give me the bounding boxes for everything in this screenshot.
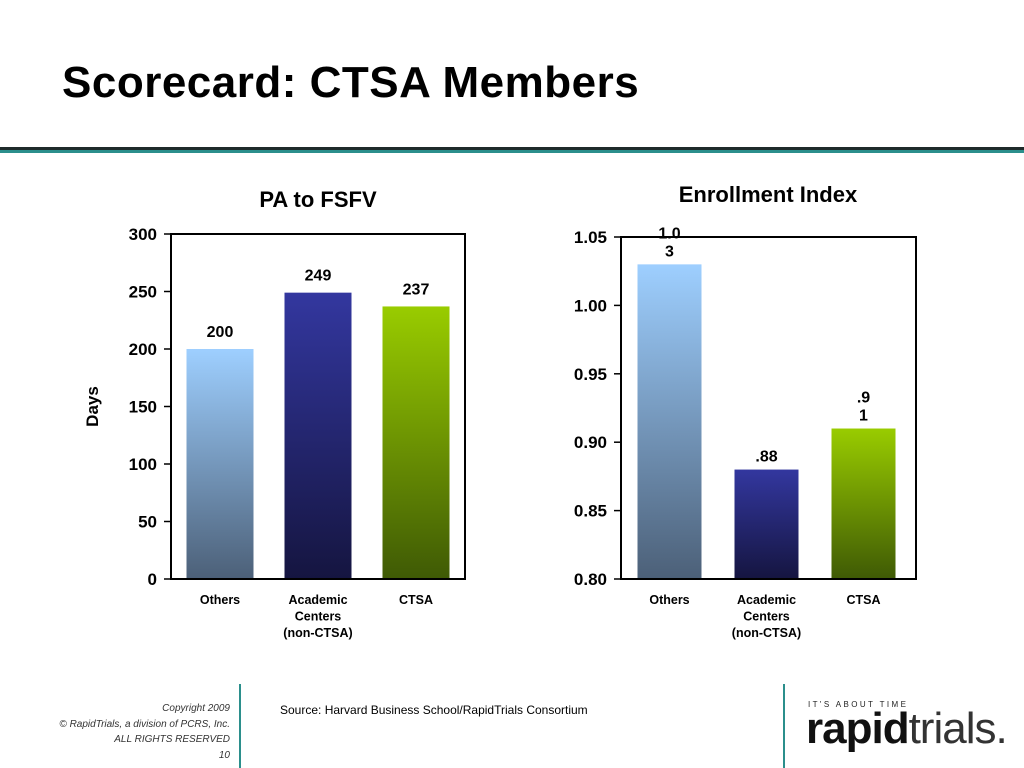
page-number: 10	[218, 749, 230, 761]
enrollment-y-tick-label: 0.95	[574, 365, 607, 384]
enrollment-y-tick-label: 0.85	[574, 502, 607, 521]
enrollment-value-label-2: 1	[859, 408, 868, 425]
logo-word-light: trials.	[908, 704, 1008, 753]
footer-copyright-block: Copyright 2009 © RapidTrials, a division…	[0, 701, 230, 763]
fsfv-category-label-2: CTSA	[399, 593, 433, 607]
enrollment-value-label-1: .88	[755, 449, 777, 466]
logo-word-strong: rapid	[806, 704, 910, 753]
enrollment-y-tick-label: 1.00	[574, 296, 607, 315]
fsfv-value-label-0: 200	[207, 324, 234, 341]
fsfv-bar-1	[284, 292, 352, 579]
title-divider-accent	[0, 150, 1024, 153]
title-divider	[0, 147, 1024, 150]
enrollment-bar-0	[637, 264, 702, 579]
fsfv-y-axis-label: Days	[83, 386, 102, 427]
enrollment-value-label-0: 1.0	[658, 225, 680, 242]
enrollment-y-tick-label: 0.80	[574, 570, 607, 589]
enrollment-plot-frame	[620, 236, 917, 580]
enrollment-category-label-1: Centers	[743, 610, 790, 624]
fsfv-category-label-0: Others	[200, 593, 240, 607]
rapidtrials-logo: rapidtrials.	[806, 704, 1008, 754]
slide-title: Scorecard: CTSA Members	[62, 58, 640, 107]
charts-canvas: 200 Others 249 Academic Centers (non-CTSA) 237…	[83, 225, 917, 640]
footer-divider-left	[239, 684, 241, 768]
enrollment-value-label-0: 3	[665, 243, 674, 260]
enrollment-bar-2	[831, 428, 896, 579]
fsfv-y-tick-label: 200	[129, 340, 157, 359]
enrollment-category-label-1: Academic	[737, 593, 796, 607]
fsfv-category-label-1: Academic	[288, 593, 347, 607]
company-text: © RapidTrials, a division of PCRS, Inc.	[59, 718, 230, 730]
footer-divider-right	[783, 684, 785, 768]
enrollment-y-tick-label: 0.90	[574, 433, 607, 452]
source-note: Source: Harvard Business School/RapidTri…	[280, 703, 588, 717]
enrollment-y-tick-label: 1.05	[574, 228, 607, 247]
enrollment-category-label-0: Others	[649, 593, 689, 607]
copyright-text: Copyright 2009	[162, 703, 230, 714]
fsfv-category-label-1: Centers	[295, 610, 342, 624]
chart-title-enrollment-index: Enrollment Index	[678, 182, 858, 207]
fsfv-y-tick-label: 100	[129, 455, 157, 474]
fsfv-category-label-1: (non-CTSA)	[283, 626, 352, 640]
enrollment-category-label-1: (non-CTSA)	[732, 626, 801, 640]
enrollment-bar-1	[734, 469, 799, 579]
fsfv-y-tick-label: 50	[138, 513, 157, 532]
fsfv-y-tick-label: 250	[129, 283, 157, 302]
fsfv-value-label-1: 249	[305, 268, 332, 285]
fsfv-bar-0	[186, 349, 254, 579]
fsfv-y-tick-label: 0	[148, 570, 157, 589]
enrollment-value-label-2: .9	[857, 390, 870, 407]
chart-title-pa-to-fsfv: PA to FSFV	[259, 187, 377, 212]
fsfv-y-tick-label: 300	[129, 225, 157, 244]
logo-tagline: IT'S ABOUT TIME	[808, 700, 909, 709]
rights-text: ALL RIGHTS RESERVED	[114, 734, 230, 745]
enrollment-category-label-2: CTSA	[846, 593, 880, 607]
fsfv-bar-2	[382, 306, 450, 579]
fsfv-y-tick-label: 150	[129, 398, 157, 417]
fsfv-value-label-2: 237	[403, 281, 430, 298]
